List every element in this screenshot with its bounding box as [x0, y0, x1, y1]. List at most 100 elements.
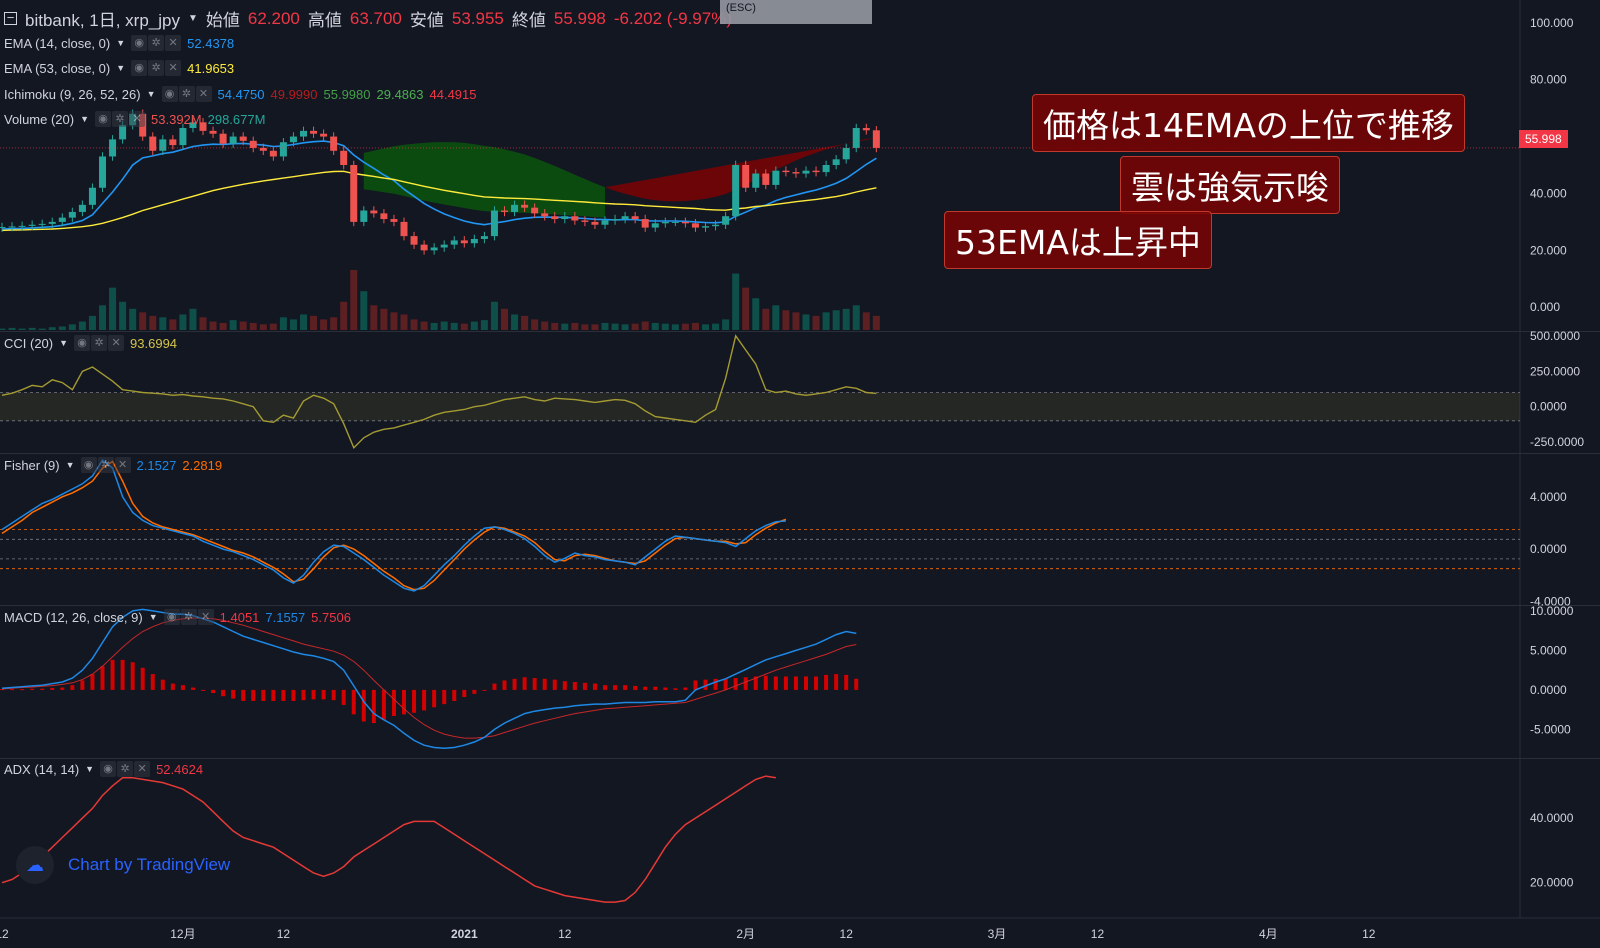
chevron-down-icon[interactable]: ▼: [146, 89, 156, 99]
volume-bar: [0, 328, 6, 330]
eye-icon[interactable]: ◉: [74, 335, 91, 351]
volume-bar: [732, 273, 740, 330]
eye-icon[interactable]: ◉: [100, 761, 117, 777]
chevron-down-icon[interactable]: ▼: [80, 114, 90, 124]
volume-bar: [159, 317, 167, 330]
volume-bar: [661, 323, 669, 330]
chevron-down-icon[interactable]: ▼: [59, 338, 69, 348]
legend-fisher[interactable]: Fisher (9) ▼ ◉ ✲ ✕ 2.1527 2.2819: [4, 457, 222, 473]
legend-ema53[interactable]: EMA (53, close, 0) ▼ ◉ ✲ ✕ 41.9653: [4, 60, 234, 76]
candle-body: [501, 210, 508, 212]
volume-bar: [460, 323, 468, 330]
symbol-title[interactable]: bitbank, 1日, xrp_jpy: [25, 11, 180, 30]
eye-icon[interactable]: ◉: [163, 609, 180, 625]
close-icon[interactable]: ✕: [165, 60, 182, 76]
close-icon[interactable]: ✕: [197, 609, 214, 625]
volume-bar: [490, 301, 498, 330]
macd-histogram-bar: [361, 689, 366, 722]
candle-body: [350, 165, 358, 222]
time-tick-label: 12: [1091, 927, 1105, 941]
volume-bar: [651, 322, 659, 330]
legend-macd[interactable]: MACD (12, 26, close, 9) ▼ ◉ ✲ ✕ 1.4051 7.15…: [4, 609, 351, 625]
fisher-line: [1, 459, 786, 592]
high-label: 高値: [307, 11, 342, 30]
chevron-down-icon[interactable]: ▼: [116, 38, 126, 48]
gear-icon[interactable]: ✲: [112, 111, 129, 127]
candle-body: [300, 130, 307, 137]
gear-icon[interactable]: ✲: [148, 35, 165, 51]
legend-buttons: ◉ ✲ ✕: [100, 761, 151, 777]
candle-body: [169, 139, 177, 146]
volume-bar: [78, 321, 86, 330]
macd-histogram-bar: [50, 687, 55, 690]
gear-icon[interactable]: ✲: [97, 457, 114, 473]
close-icon[interactable]: ✕: [195, 86, 212, 102]
legend-cci[interactable]: CCI (20) ▼ ◉ ✲ ✕ 93.6994: [4, 335, 177, 351]
candle-body: [370, 210, 378, 214]
time-tick-label: 12: [277, 927, 291, 941]
macd-histogram-bar: [391, 689, 396, 716]
eye-icon[interactable]: ◉: [131, 60, 148, 76]
eye-icon[interactable]: ◉: [131, 35, 148, 51]
macd-histogram-bar: [150, 674, 155, 690]
collapse-icon[interactable]: −: [4, 11, 17, 25]
gear-icon[interactable]: ✲: [117, 761, 134, 777]
candle-body: [732, 165, 740, 217]
volume-bar: [88, 315, 96, 330]
change-value: -6.202 (-9.97%): [613, 8, 732, 28]
last-price-label: 55.998: [1519, 130, 1568, 148]
legend-adx[interactable]: ADX (14, 14) ▼ ◉ ✲ ✕ 52.4624: [4, 761, 203, 777]
volume-bar: [119, 301, 127, 330]
annotation-cloud-bullish[interactable]: 雲は強気示唆: [1120, 156, 1340, 214]
legend-ema14[interactable]: EMA (14, close, 0) ▼ ◉ ✲ ✕ 52.4378: [4, 35, 234, 51]
close-icon[interactable]: ✕: [134, 761, 151, 777]
macd-histogram-bar: [603, 685, 607, 690]
gear-icon[interactable]: ✲: [91, 335, 108, 351]
gear-icon[interactable]: ✲: [180, 609, 197, 625]
close-icon[interactable]: ✕: [108, 335, 125, 351]
macd-histogram-bar: [804, 676, 808, 690]
annotation-text: 53EMAは上昇中: [955, 223, 1201, 262]
volume-bar: [581, 324, 589, 330]
chevron-down-icon[interactable]: ▼: [187, 13, 198, 24]
candle-body: [671, 221, 679, 223]
close-icon[interactable]: ✕: [129, 111, 146, 127]
legend-ichimoku[interactable]: Ichimoku (9, 26, 52, 26) ▼ ◉ ✲ ✕ 54.4750 49…: [4, 86, 477, 102]
annotation-ema53-rising[interactable]: 53EMAは上昇中: [944, 211, 1212, 269]
volume-bar: [229, 320, 237, 330]
candle-body: [822, 165, 830, 173]
macd-histogram-bar: [633, 685, 638, 690]
legend-volume[interactable]: Volume (20) ▼ ◉ ✲ ✕ 53.392M 298.677M: [4, 111, 265, 127]
volume-bar: [440, 321, 448, 330]
eye-icon[interactable]: ◉: [95, 111, 112, 127]
candle-body: [611, 219, 619, 221]
candle-body: [551, 216, 559, 220]
close-icon[interactable]: ✕: [114, 457, 131, 473]
chevron-down-icon[interactable]: ▼: [116, 63, 126, 73]
volume-bar: [742, 287, 750, 330]
chevron-down-icon[interactable]: ▼: [148, 612, 158, 622]
volume-bar: [249, 322, 257, 330]
eye-icon[interactable]: ◉: [161, 86, 178, 102]
candle-body: [330, 136, 338, 151]
tradingview-branding[interactable]: ☁ Chart by TradingView: [16, 846, 230, 884]
gear-icon[interactable]: ✲: [148, 60, 165, 76]
candle-body: [681, 221, 689, 224]
cci-tick-label: 250.0000: [1530, 364, 1580, 378]
ema53-line: [1, 170, 877, 232]
close-value: 55.998: [553, 8, 606, 28]
chevron-down-icon[interactable]: ▼: [85, 764, 95, 774]
gear-icon[interactable]: ✲: [178, 86, 195, 102]
candle-body: [621, 216, 629, 220]
volume-bar: [541, 321, 549, 330]
eye-icon[interactable]: ◉: [80, 457, 97, 473]
macd-histogram-bar: [341, 689, 346, 705]
volume-bar: [129, 308, 137, 330]
ema53-value: 41.9653: [187, 60, 235, 76]
annotation-price-above-ema14[interactable]: 価格は14EMAの上位で推移: [1032, 94, 1465, 152]
macd-histogram-bar: [542, 678, 547, 690]
chevron-down-icon[interactable]: ▼: [65, 460, 75, 470]
close-icon[interactable]: ✕: [165, 35, 182, 51]
macd-histogram-bar: [241, 689, 246, 701]
macd-histogram-bar: [271, 689, 276, 701]
